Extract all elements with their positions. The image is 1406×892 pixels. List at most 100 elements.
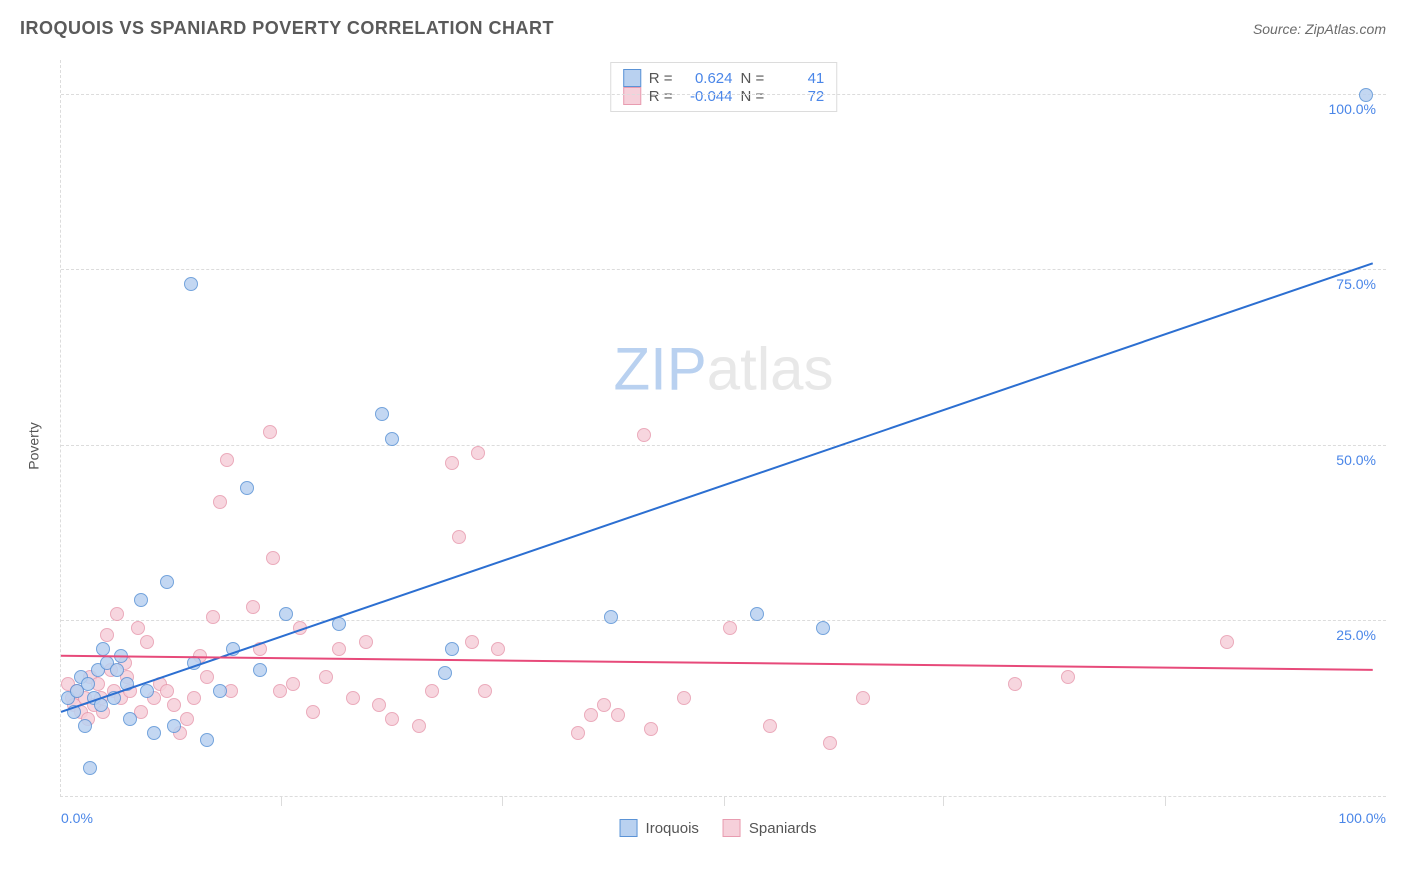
data-point <box>78 719 92 733</box>
x-tick <box>1165 796 1166 806</box>
data-point <box>452 530 466 544</box>
data-point <box>160 575 174 589</box>
data-point <box>1359 88 1373 102</box>
x-tick-label: 0.0% <box>61 810 93 826</box>
data-point <box>220 453 234 467</box>
data-point <box>677 691 691 705</box>
data-point <box>110 607 124 621</box>
data-point <box>293 621 307 635</box>
y-axis-label: Poverty <box>26 422 42 469</box>
data-point <box>107 691 121 705</box>
gridline <box>61 269 1386 270</box>
data-point <box>167 719 181 733</box>
data-point <box>445 642 459 656</box>
y-tick-label: 25.0% <box>1336 627 1376 643</box>
data-point <box>81 677 95 691</box>
data-point <box>1220 635 1234 649</box>
y-tick-label: 100.0% <box>1329 101 1376 117</box>
data-point <box>604 610 618 624</box>
data-point <box>213 684 227 698</box>
data-point <box>200 733 214 747</box>
data-point <box>246 600 260 614</box>
data-point <box>425 684 439 698</box>
data-point <box>206 610 220 624</box>
swatch-spaniards-icon <box>723 819 741 837</box>
data-point <box>286 677 300 691</box>
data-point <box>187 656 201 670</box>
data-point <box>346 691 360 705</box>
data-point <box>306 705 320 719</box>
data-point <box>263 425 277 439</box>
swatch-spaniards <box>623 87 641 105</box>
data-point <box>763 719 777 733</box>
data-point <box>279 607 293 621</box>
data-point <box>160 684 174 698</box>
data-point <box>266 551 280 565</box>
legend-item-spaniards: Spaniards <box>723 819 817 837</box>
r-value-spaniards: -0.044 <box>681 88 733 105</box>
data-point <box>96 642 110 656</box>
data-point <box>637 428 651 442</box>
data-point <box>123 712 137 726</box>
x-tick <box>281 796 282 806</box>
data-point <box>471 446 485 460</box>
data-point <box>110 663 124 677</box>
data-point <box>114 649 128 663</box>
data-point <box>856 691 870 705</box>
data-point <box>750 607 764 621</box>
plot-area: ZIPatlas R = 0.624 N = 41 R = -0.044 N =… <box>60 60 1386 797</box>
chart-title: IROQUOIS VS SPANIARD POVERTY CORRELATION… <box>20 18 554 39</box>
data-point <box>375 407 389 421</box>
gridline <box>61 94 1386 95</box>
data-point <box>597 698 611 712</box>
data-point <box>253 663 267 677</box>
data-point <box>240 481 254 495</box>
data-point <box>180 712 194 726</box>
data-point <box>359 635 373 649</box>
data-point <box>226 642 240 656</box>
watermark: ZIPatlas <box>613 335 833 404</box>
data-point <box>200 670 214 684</box>
n-value-iroquois: 41 <box>772 70 824 87</box>
x-tick <box>502 796 503 806</box>
data-point <box>100 628 114 642</box>
data-point <box>253 642 267 656</box>
data-point <box>385 432 399 446</box>
data-point <box>584 708 598 722</box>
correlation-legend: R = 0.624 N = 41 R = -0.044 N = 72 <box>610 62 838 112</box>
r-value-iroquois: 0.624 <box>681 70 733 87</box>
data-point <box>1061 670 1075 684</box>
data-point <box>644 722 658 736</box>
data-point <box>83 761 97 775</box>
data-point <box>438 666 452 680</box>
data-point <box>723 621 737 635</box>
legend-row-iroquois: R = 0.624 N = 41 <box>623 69 825 87</box>
legend-row-spaniards: R = -0.044 N = 72 <box>623 87 825 105</box>
data-point <box>213 495 227 509</box>
data-point <box>611 708 625 722</box>
data-point <box>184 277 198 291</box>
data-point <box>385 712 399 726</box>
swatch-iroquois-icon <box>620 819 638 837</box>
data-point <box>332 617 346 631</box>
data-point <box>372 698 386 712</box>
data-point <box>332 642 346 656</box>
data-point <box>273 684 287 698</box>
bottom-legend: Iroquois Spaniards <box>620 819 817 837</box>
data-point <box>147 726 161 740</box>
gridline <box>61 620 1386 621</box>
data-point <box>478 684 492 698</box>
data-point <box>412 719 426 733</box>
data-point <box>1008 677 1022 691</box>
chart-container: ZIPatlas R = 0.624 N = 41 R = -0.044 N =… <box>50 60 1386 852</box>
x-tick <box>943 796 944 806</box>
data-point <box>131 621 145 635</box>
data-point <box>140 635 154 649</box>
data-point <box>140 684 154 698</box>
swatch-iroquois <box>623 69 641 87</box>
data-point <box>491 642 505 656</box>
data-point <box>823 736 837 750</box>
trendlines <box>61 60 1386 796</box>
x-tick-label: 100.0% <box>1339 810 1386 826</box>
data-point <box>319 670 333 684</box>
